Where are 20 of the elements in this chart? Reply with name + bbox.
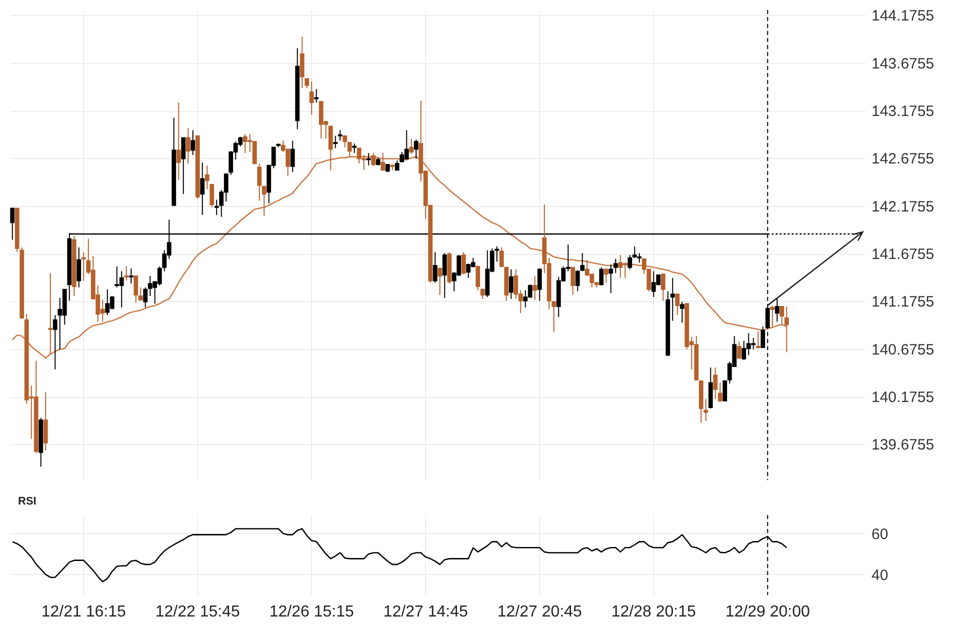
x-tick-label: 12/28 20:15 (611, 604, 696, 620)
y-tick-label: 140.1755 (872, 389, 934, 406)
x-tick-label: 12/26 15:15 (269, 604, 354, 620)
x-tick-label: 12/21 16:15 (41, 604, 126, 620)
y-tick-label: 141.1755 (872, 294, 934, 311)
y-tick-label: 142.1755 (872, 198, 934, 216)
x-tick-label: 12/29 20:00 (725, 604, 810, 620)
y-tick-label: 60 (872, 526, 888, 543)
x-tick-label: 12/27 14:45 (383, 604, 468, 620)
y-tick-label: 139.6755 (872, 436, 934, 454)
y-tick-label: 143.1755 (872, 103, 934, 120)
y-tick-label: 40 (872, 566, 888, 584)
y-tick-label: 143.6755 (872, 55, 934, 72)
x-tick-label: 12/22 15:45 (155, 604, 240, 620)
y-tick-label: 142.6755 (872, 150, 934, 168)
y-tick-label: 141.6755 (872, 246, 934, 264)
chart-title: RSI (18, 496, 36, 508)
y-tick-label: 144.1755 (872, 8, 934, 25)
x-tick-label: 12/27 20:45 (497, 604, 582, 620)
y-tick-label: 140.6755 (872, 341, 934, 358)
